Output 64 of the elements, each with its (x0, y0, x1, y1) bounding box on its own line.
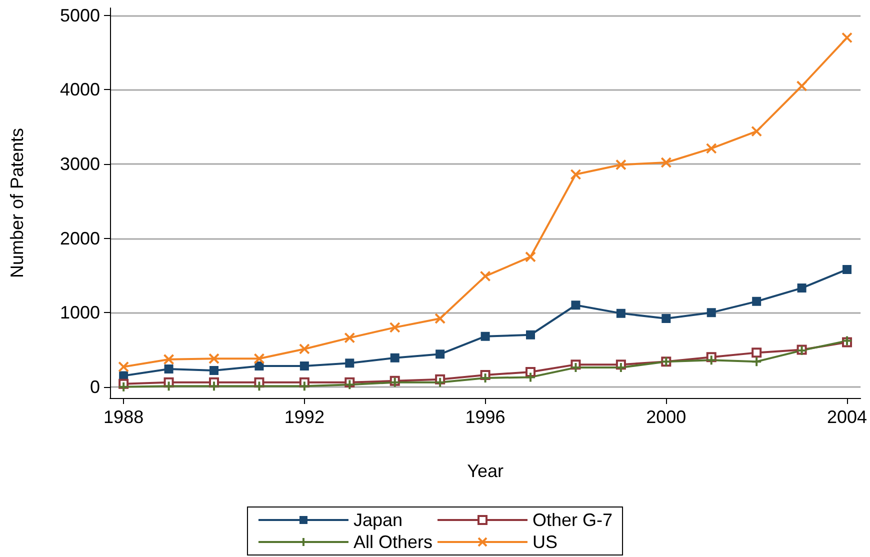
point (254, 362, 264, 371)
point (163, 354, 174, 365)
point (615, 159, 626, 170)
point (344, 332, 356, 344)
point (480, 270, 491, 282)
legend-label: US (532, 532, 558, 552)
point (842, 32, 853, 44)
point (298, 343, 310, 354)
x-tick-label: 2000 (646, 407, 686, 427)
point (434, 313, 446, 324)
point (300, 362, 309, 371)
point (525, 251, 536, 262)
y-tick-label: 0 (90, 376, 100, 397)
y-tick-label: 1000 (60, 302, 100, 323)
point (209, 366, 218, 376)
point (751, 356, 762, 368)
point (706, 142, 717, 154)
point (616, 308, 626, 318)
point (525, 372, 536, 383)
point (208, 380, 220, 392)
point (208, 353, 220, 364)
x-tick-label: 1992 (284, 407, 324, 427)
point (389, 322, 400, 333)
point (570, 362, 582, 374)
point (345, 358, 354, 368)
point (526, 330, 536, 340)
point (660, 157, 672, 168)
point (163, 380, 174, 392)
y-axis-title: Number of Patents (7, 128, 27, 278)
point (752, 296, 762, 306)
point (751, 126, 762, 137)
point (480, 332, 490, 341)
point (298, 380, 310, 392)
point (797, 284, 806, 293)
point (662, 314, 671, 324)
point (436, 350, 445, 359)
point (434, 376, 446, 388)
x-tick-label: 2004 (826, 407, 868, 427)
point (615, 362, 626, 374)
y-tick-label: 3000 (60, 154, 100, 174)
y-tick-label: 5000 (60, 5, 100, 26)
legend-label: Other G-7 (532, 510, 613, 530)
point (796, 80, 808, 92)
point (706, 308, 716, 318)
point (571, 300, 580, 310)
point (254, 353, 265, 364)
point (706, 354, 717, 366)
point (480, 372, 491, 384)
point (118, 381, 130, 392)
legend-label: All Others (353, 532, 433, 552)
legend-label: Japan (353, 510, 403, 530)
point (570, 168, 582, 180)
point (842, 264, 852, 274)
point (118, 361, 130, 372)
point (254, 380, 265, 392)
point (752, 348, 762, 358)
y-tick-label: 4000 (60, 80, 100, 100)
point (390, 353, 400, 362)
x-tick-label: 1996 (465, 407, 506, 427)
y-tick-label: 2000 (60, 228, 100, 248)
point (344, 379, 356, 390)
x-tick-label: 1988 (104, 407, 144, 427)
x-axis-title: Year (467, 461, 504, 481)
point (164, 364, 174, 374)
